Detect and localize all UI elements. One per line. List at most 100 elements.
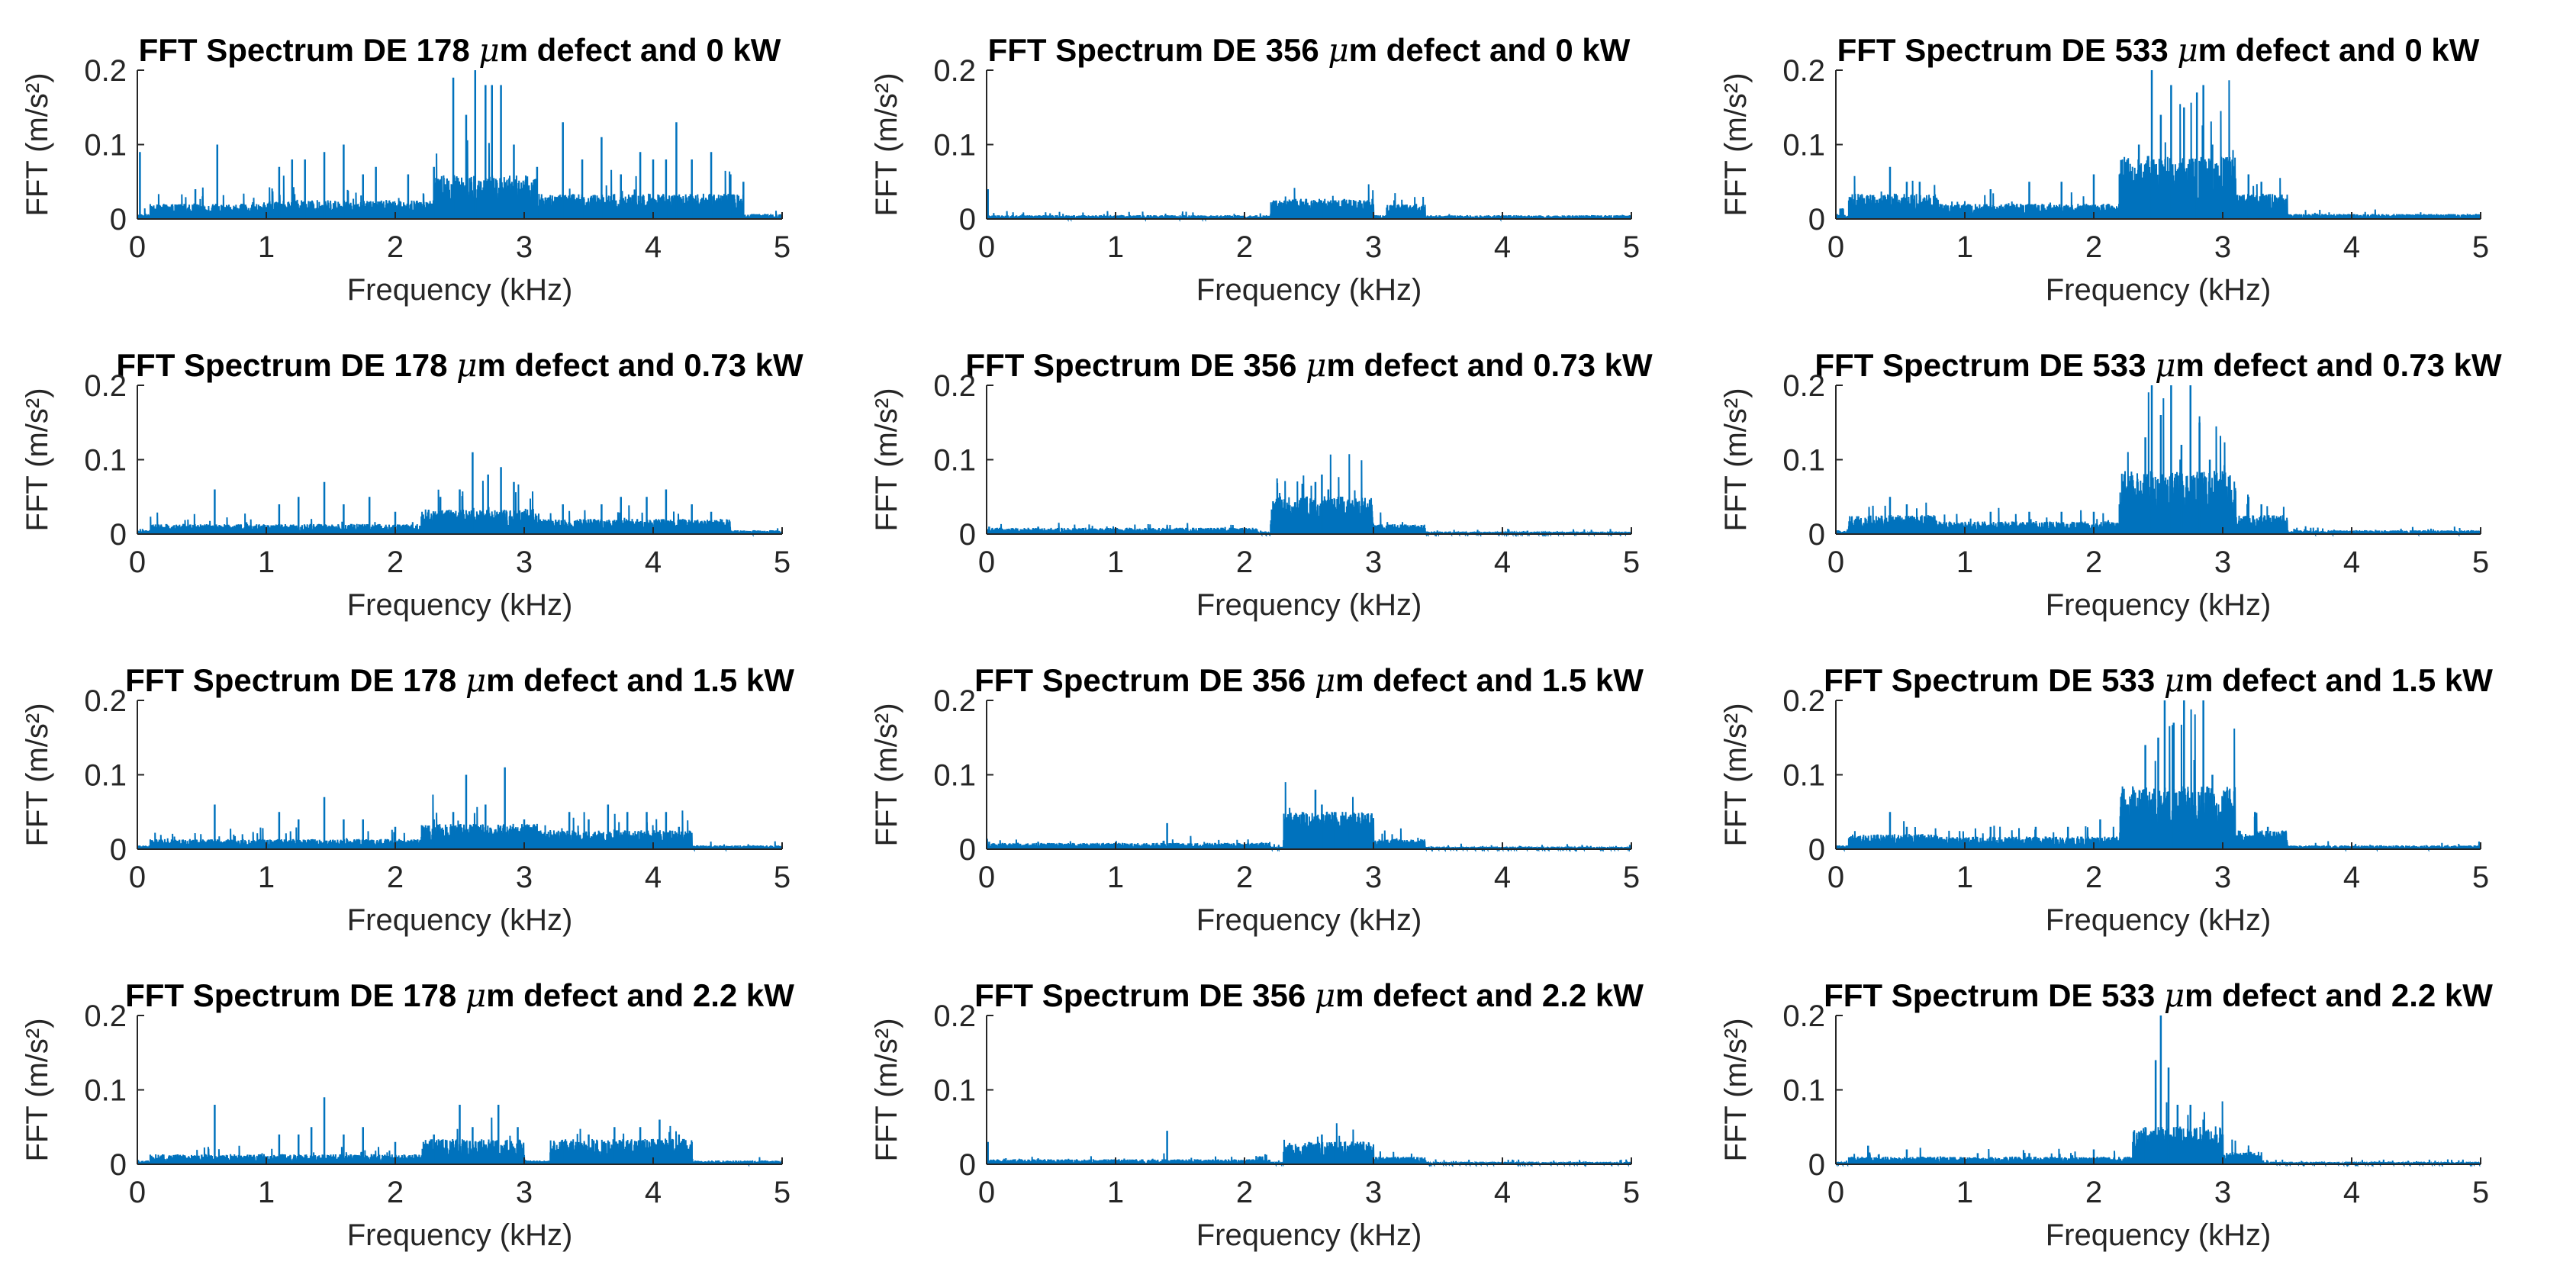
chart-5-xtick-label-1: 1: [1956, 546, 1973, 579]
chart-9-xlabel: Frequency (kHz): [347, 1218, 573, 1252]
chart-1-xtick-label-0: 0: [978, 230, 995, 264]
chart-3-xtick-label-5: 5: [774, 546, 791, 579]
chart-4-ylabel: FFT (m/s²): [870, 388, 903, 531]
chart-4-title-suffix: m defect and 0.73 kW: [1326, 347, 1652, 383]
chart-3-xtick-label-2: 2: [387, 546, 404, 579]
chart-8-title: FFT Spectrum DE 533 μm defect and 1.5 kW: [1824, 661, 2493, 699]
chart-4-title-text: FFT Spectrum DE 356: [965, 347, 1306, 383]
chart-3-xlabel: Frequency (kHz): [347, 588, 573, 622]
chart-2-ytick-label-0: 0: [1808, 203, 1825, 237]
chart-9-ytick-label-1: 0.1: [84, 1074, 127, 1108]
chart-10-xtick-label-2: 2: [1236, 1176, 1253, 1209]
chart-8-xlabel: Frequency (kHz): [2046, 903, 2272, 937]
chart-8-ytick-label-1: 0.1: [1782, 759, 1825, 793]
chart-10-title-suffix: m defect and 2.2 kW: [1335, 977, 1644, 1013]
chart-10-title: FFT Spectrum DE 356 μm defect and 2.2 kW: [974, 977, 1644, 1014]
chart-9-xtick-label-1: 1: [258, 1176, 275, 1209]
chart-7-ytick-label-0: 0: [959, 833, 976, 867]
chart-4-ytick-label-1: 0.1: [933, 444, 976, 478]
chart-7-xtick-label-3: 3: [1365, 861, 1382, 894]
chart-0: FFT Spectrum DE 178 μm defect and 0 kW 0 1…: [21, 31, 791, 307]
chart-0-xtick-label-4: 4: [645, 230, 662, 264]
chart-10-ytick-label-1: 0.1: [933, 1074, 976, 1108]
chart-0-title-text: FFT Spectrum DE 178: [139, 32, 479, 68]
chart-6-xtick-label-1: 1: [258, 861, 275, 894]
chart-9-xtick-label-5: 5: [774, 1176, 791, 1209]
chart-11-title-text: FFT Spectrum DE 533: [1824, 977, 2164, 1013]
chart-7-xtick-label-1: 1: [1107, 861, 1124, 894]
chart-3-ytick-label-0: 0: [110, 518, 127, 552]
chart-2-xtick-label-1: 1: [1956, 230, 1973, 264]
chart-7-ytick-label-2: 0.2: [933, 684, 976, 718]
chart-2-title-text: FFT Spectrum DE 533: [1837, 32, 2178, 68]
chart-10-xtick-label-1: 1: [1107, 1176, 1124, 1209]
chart-4-title: FFT Spectrum DE 356 μm defect and 0.73 k…: [965, 346, 1653, 384]
chart-7-title-text: FFT Spectrum DE 356: [974, 662, 1315, 698]
chart-1-xtick-label-5: 5: [1623, 230, 1640, 264]
chart-0-series-noise: [137, 140, 783, 220]
chart-6-xtick-label-2: 2: [387, 861, 404, 894]
chart-7-xtick-label-5: 5: [1623, 861, 1640, 894]
chart-6-xlabel: Frequency (kHz): [347, 903, 573, 937]
chart-7-xtick-label-2: 2: [1236, 861, 1253, 894]
chart-4-xtick-label-2: 2: [1236, 546, 1253, 579]
chart-11-xtick-label-4: 4: [2343, 1176, 2360, 1209]
chart-4-xtick-label-1: 1: [1107, 546, 1124, 579]
chart-8-xtick-label-3: 3: [2214, 861, 2231, 894]
chart-8-ytick-label-2: 0.2: [1782, 684, 1825, 718]
chart-11-ylabel: FFT (m/s²): [1719, 1018, 1753, 1161]
chart-6-xtick-label-0: 0: [129, 861, 146, 894]
chart-2-title-suffix: m defect and 0 kW: [2198, 32, 2480, 68]
chart-6-ytick-label-1: 0.1: [84, 759, 127, 793]
chart-10-title-mu: μ: [1315, 977, 1335, 1014]
chart-5-ylabel: FFT (m/s²): [1719, 388, 1753, 531]
chart-4-ytick-label-2: 0.2: [933, 369, 976, 403]
chart-2-ytick-label-2: 0.2: [1782, 54, 1825, 88]
chart-5-xtick-label-2: 2: [2085, 546, 2102, 579]
chart-5-xtick-label-3: 3: [2214, 546, 2231, 579]
chart-1-title-suffix: m defect and 0 kW: [1349, 32, 1631, 68]
chart-4-xtick-label-0: 0: [978, 546, 995, 579]
chart-5-title-text: FFT Spectrum DE 533: [1814, 347, 2155, 383]
chart-6-xtick-label-3: 3: [516, 861, 533, 894]
chart-2: FFT Spectrum DE 533 μm defect and 0 kW 0 1…: [1719, 31, 2489, 307]
chart-5-ytick-label-2: 0.2: [1782, 369, 1825, 403]
chart-1-xtick-label-4: 4: [1494, 230, 1511, 264]
chart-10-xtick-label-4: 4: [1494, 1176, 1511, 1209]
chart-2-xtick-label-5: 5: [2472, 230, 2489, 264]
chart-6-title-suffix: m defect and 1.5 kW: [486, 662, 794, 698]
chart-3-ytick-label-2: 0.2: [84, 369, 127, 403]
chart-2-ytick-label-1: 0.1: [1782, 129, 1825, 163]
chart-11-xtick-label-0: 0: [1827, 1176, 1844, 1209]
chart-1-title: FFT Spectrum DE 356 μm defect and 0 kW: [988, 31, 1631, 69]
chart-0-title: FFT Spectrum DE 178 μm defect and 0 kW: [139, 31, 781, 69]
chart-5-series-noise: [1835, 392, 2481, 537]
chart-0-ytick-label-2: 0.2: [84, 54, 127, 88]
chart-3-xtick-label-1: 1: [258, 546, 275, 579]
chart-2-title: FFT Spectrum DE 533 μm defect and 0 kW: [1837, 31, 2480, 69]
chart-8-xtick-label-4: 4: [2343, 861, 2360, 894]
chart-7-xtick-label-0: 0: [978, 861, 995, 894]
chart-11-xtick-label-2: 2: [2085, 1176, 2102, 1209]
chart-11-ytick-label-0: 0: [1808, 1148, 1825, 1182]
chart-0-ytick-label-0: 0: [110, 203, 127, 237]
chart-0-xlabel: Frequency (kHz): [347, 273, 573, 307]
chart-2-xtick-label-3: 3: [2214, 230, 2231, 264]
chart-9-title-text: FFT Spectrum DE 178: [125, 977, 465, 1013]
chart-2-xtick-label-2: 2: [2085, 230, 2102, 264]
chart-9-xtick-label-2: 2: [387, 1176, 404, 1209]
chart-8-title-suffix: m defect and 1.5 kW: [2185, 662, 2493, 698]
chart-4-xlabel: Frequency (kHz): [1196, 588, 1422, 622]
chart-8-title-mu: μ: [2164, 661, 2185, 699]
chart-4-xtick-label-4: 4: [1494, 546, 1511, 579]
chart-5-title-mu: μ: [2155, 346, 2175, 384]
chart-11-xtick-label-1: 1: [1956, 1176, 1973, 1209]
chart-0-title-mu: μ: [478, 31, 499, 69]
chart-3-xtick-label-3: 3: [516, 546, 533, 579]
chart-5-xtick-label-5: 5: [2472, 546, 2489, 579]
chart-1-series-noise: [986, 184, 1632, 222]
chart-9-ytick-label-2: 0.2: [84, 999, 127, 1033]
chart-6: FFT Spectrum DE 178 μm defect and 1.5 kW…: [21, 661, 794, 937]
chart-7-title-suffix: m defect and 1.5 kW: [1335, 662, 1644, 698]
